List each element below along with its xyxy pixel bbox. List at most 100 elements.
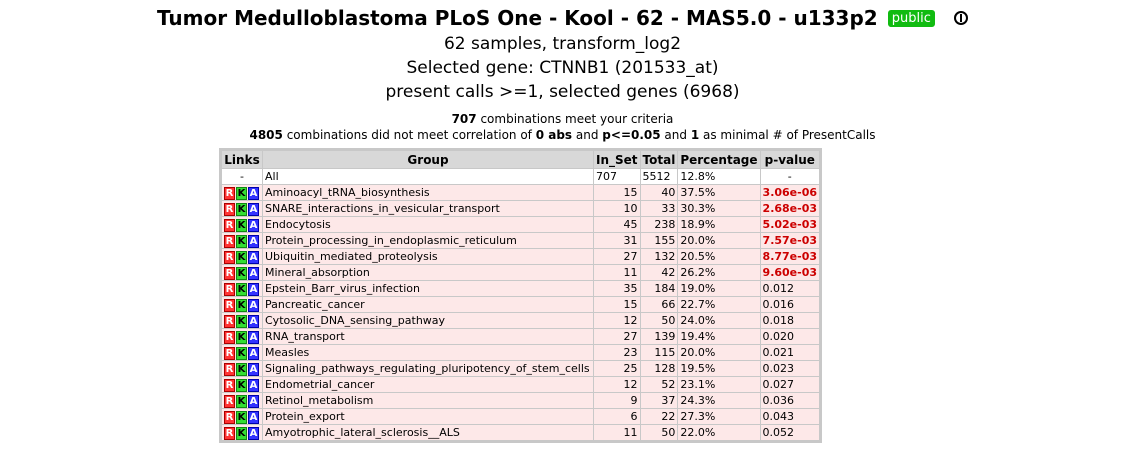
k-link-icon[interactable]: K [236,378,247,392]
a-link-icon[interactable]: A [248,346,259,360]
a-link-icon[interactable]: A [248,426,259,440]
a-link-icon[interactable]: A [248,298,259,312]
k-link-icon[interactable]: K [236,234,247,248]
k-link-icon[interactable]: K [236,394,247,408]
row-total: 139 [640,329,678,344]
table-row: R K A Signaling_pathways_regulating_pluripo… [222,361,820,376]
table-row: R K A Protein_processing_in_endoplasmic_ret… [222,233,820,248]
a-link-icon[interactable]: A [248,378,259,392]
info-icon[interactable] [954,11,968,25]
r-link-icon[interactable]: R [224,410,235,424]
row-pvalue: 9.60e-03 [760,265,820,280]
r-link-icon[interactable]: R [224,298,235,312]
a-link-icon[interactable]: A [248,314,259,328]
k-link-icon[interactable]: K [236,186,247,200]
col-links: Links [222,151,262,168]
row-percentage: 30.3% [678,201,760,216]
row-percentage: 26.2% [678,265,760,280]
meet-count: 707 [451,112,477,126]
row-group: Protein_processing_in_endoplasmic_reticu… [263,233,593,248]
r-link-icon[interactable]: R [224,330,235,344]
row-percentage: 19.5% [678,361,760,376]
a-link-icon[interactable]: A [248,410,259,424]
a-link-icon[interactable]: A [248,330,259,344]
table-row: R K A Protein_export 6 22 27.3% 0.043 [222,409,820,424]
a-link-icon[interactable]: A [248,282,259,296]
k-link-icon[interactable]: K [236,282,247,296]
r-link-icon[interactable]: R [224,266,235,280]
r-link-icon[interactable]: R [224,314,235,328]
a-link-icon[interactable]: A [248,186,259,200]
table-body: - All 707 5512 12.8% - R K A Aminoacyl_tRNA… [222,169,820,440]
k-link-icon[interactable]: K [236,410,247,424]
row-percentage: 23.1% [678,377,760,392]
row-in-set: 11 [594,425,640,440]
row-pvalue: 8.77e-03 [760,249,820,264]
all-pvalue: - [760,169,820,184]
r-link-icon[interactable]: R [224,346,235,360]
row-percentage: 20.0% [678,345,760,360]
table-row: R K A Amyotrophic_lateral_sclerosis__ALS 11 5… [222,425,820,440]
table-header-row: Links Group In_Set Total Percentage p-va… [222,151,820,168]
row-pvalue: 0.023 [760,361,820,376]
k-link-icon[interactable]: K [236,298,247,312]
row-percentage: 20.0% [678,233,760,248]
k-link-icon[interactable]: K [236,426,247,440]
k-link-icon[interactable]: K [236,250,247,264]
row-percentage: 19.4% [678,329,760,344]
title-line: Tumor Medulloblastoma PLoS One - Kool - … [0,6,1125,32]
r-link-icon[interactable]: R [224,282,235,296]
a-link-icon[interactable]: A [248,250,259,264]
public-badge[interactable]: public [887,9,935,27]
all-in-set: 707 [594,169,640,184]
row-pvalue: 0.052 [760,425,820,440]
a-link-icon[interactable]: A [248,362,259,376]
and-text-2: and [660,128,691,142]
row-in-set: 10 [594,201,640,216]
r-link-icon[interactable]: R [224,218,235,232]
a-link-icon[interactable]: A [248,202,259,216]
present-calls-line: present calls >=1, selected genes (6968) [385,82,740,102]
row-percentage: 18.9% [678,217,760,232]
k-link-icon[interactable]: K [236,202,247,216]
k-link-icon[interactable]: K [236,330,247,344]
row-total: 52 [640,377,678,392]
r-link-icon[interactable]: R [224,250,235,264]
r-link-icon[interactable]: R [224,362,235,376]
r-link-icon[interactable]: R [224,234,235,248]
k-link-icon[interactable]: K [236,346,247,360]
row-in-set: 15 [594,185,640,200]
a-link-icon[interactable]: A [248,266,259,280]
table-row: R K A Pancreatic_cancer 15 66 22.7% 0.016 [222,297,820,312]
a-link-icon[interactable]: A [248,394,259,408]
a-link-icon[interactable]: A [248,218,259,232]
k-link-icon[interactable]: K [236,266,247,280]
row-group: Ubiquitin_mediated_proteolysis [263,249,593,264]
fail-count: 4805 [249,128,283,142]
table-row: R K A Retinol_metabolism 9 37 24.3% 0.036 [222,393,820,408]
table-row: R K A SNARE_interactions_in_vesicular_trans… [222,201,820,216]
row-percentage: 37.5% [678,185,760,200]
page-header: Tumor Medulloblastoma PLoS One - Kool - … [0,6,1125,104]
k-link-icon[interactable]: K [236,218,247,232]
r-link-icon[interactable]: R [224,378,235,392]
r-link-icon[interactable]: R [224,426,235,440]
row-total: 155 [640,233,678,248]
row-pvalue: 0.020 [760,329,820,344]
r-link-icon[interactable]: R [224,394,235,408]
k-link-icon[interactable]: K [236,314,247,328]
a-link-icon[interactable]: A [248,234,259,248]
r-link-icon[interactable]: R [224,202,235,216]
fail-text-2: as minimal # of PresentCalls [699,128,876,142]
row-group: RNA_transport [263,329,593,344]
k-link-icon[interactable]: K [236,362,247,376]
row-percentage: 22.0% [678,425,760,440]
r-link-icon[interactable]: R [224,186,235,200]
